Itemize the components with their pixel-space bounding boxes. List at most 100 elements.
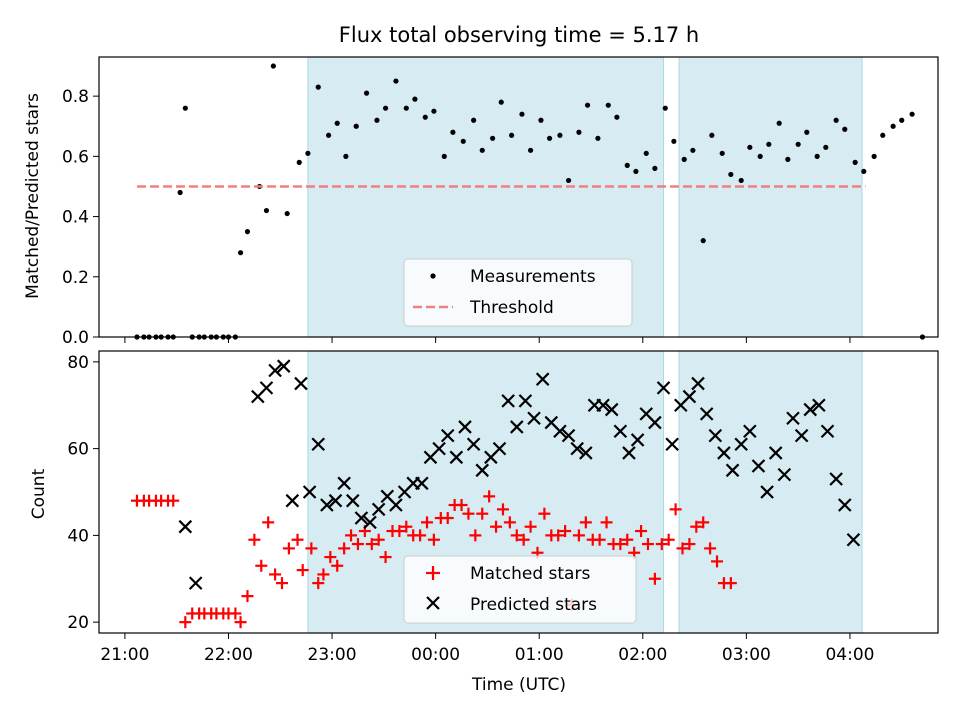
measurement-point xyxy=(393,78,399,84)
predicted-point-b xyxy=(553,424,567,439)
predicted-point xyxy=(302,485,317,499)
measurement-point xyxy=(237,250,244,256)
measurement-point xyxy=(842,126,848,132)
matched-point xyxy=(524,520,537,533)
measurement-point xyxy=(270,63,276,69)
predicted-point xyxy=(561,428,576,443)
bottom-y-tick-label: 40 xyxy=(67,526,89,546)
bottom-legend-box xyxy=(403,555,637,624)
matched-point xyxy=(400,520,413,533)
predicted-point xyxy=(613,424,628,439)
measurement-point xyxy=(899,117,905,123)
measurement-point xyxy=(804,129,810,135)
legend-matched-label: Matched stars xyxy=(470,564,590,584)
measurement-point xyxy=(441,153,447,159)
legend-predicted-marker xyxy=(426,596,440,610)
measurement-point xyxy=(671,138,677,144)
predicted-point-b xyxy=(518,394,533,408)
measurement-point xyxy=(614,114,620,120)
measurement-point xyxy=(431,108,437,114)
bottom-legend: Matched stars Predicted stars xyxy=(403,555,637,624)
x-tick-label: 22:00 xyxy=(204,645,253,665)
top-y-tick-label: 0.4 xyxy=(62,208,89,228)
matched-point xyxy=(572,529,585,542)
measurement-point xyxy=(363,90,370,96)
predicted-point-b xyxy=(311,437,326,452)
matched-point xyxy=(476,507,489,520)
predicted-point-b xyxy=(509,420,524,434)
measurement-point xyxy=(244,229,251,235)
matched-point xyxy=(262,516,275,529)
measurement-point xyxy=(353,123,359,129)
matched-point xyxy=(229,607,242,620)
measurement-point xyxy=(643,150,649,156)
matched-point xyxy=(600,516,613,529)
matched-point xyxy=(552,529,565,542)
measurement-point xyxy=(709,132,715,138)
matched-point xyxy=(317,568,330,581)
matched-point xyxy=(669,503,682,516)
predicted-point xyxy=(345,493,360,508)
measurement-point xyxy=(633,168,639,175)
predicted-point-b xyxy=(812,398,826,413)
predicted-point xyxy=(760,485,774,499)
predicted-point xyxy=(803,402,818,417)
predicted-point-b xyxy=(604,402,619,417)
bottom-y-tick-label: 80 xyxy=(67,353,89,373)
predicted-point xyxy=(259,381,274,395)
predicted-point-b xyxy=(492,441,507,456)
predicted-point xyxy=(846,532,861,547)
predicted-point xyxy=(466,437,481,452)
matched-point xyxy=(167,494,180,507)
predicted-point xyxy=(311,437,326,452)
predicted-point xyxy=(768,446,783,460)
predicted-point xyxy=(820,424,835,439)
measurement-point xyxy=(823,144,829,150)
predicted-point xyxy=(648,415,662,430)
matched-point xyxy=(704,542,717,555)
predicted-point-b xyxy=(639,407,654,421)
predicted-point-b xyxy=(786,411,800,426)
predicted-point xyxy=(371,502,386,517)
matched-point xyxy=(510,529,523,542)
measurement-point xyxy=(374,117,380,123)
matched-point xyxy=(248,533,261,546)
matched-point xyxy=(621,533,634,546)
predicted-point-b xyxy=(188,576,203,590)
matched-point xyxy=(441,512,454,525)
predicted-point-b xyxy=(415,476,429,491)
predicted-point-b xyxy=(440,428,455,443)
matched-point xyxy=(483,490,496,503)
measurement-point xyxy=(700,238,706,244)
predicted-point-b xyxy=(743,424,757,439)
matched-point xyxy=(291,533,304,546)
measurement-point xyxy=(284,210,290,217)
predicted-point-b xyxy=(699,407,714,421)
predicted-point xyxy=(708,428,723,443)
matched-point xyxy=(455,499,468,512)
predicted-point xyxy=(178,519,193,534)
matched-point xyxy=(179,616,192,629)
matched-point xyxy=(662,533,675,546)
predicted-point xyxy=(829,472,843,486)
predicted-point-b xyxy=(734,437,748,452)
matched-point xyxy=(379,551,392,564)
legend-measurements-label: Measurements xyxy=(470,267,596,287)
predicted-point-b xyxy=(622,446,636,460)
predicted-point-b xyxy=(837,498,852,512)
measurement-point xyxy=(508,132,515,138)
predicted-point-b xyxy=(579,446,593,460)
predicted-point xyxy=(501,394,515,408)
matched-point xyxy=(559,525,572,538)
measurement-point xyxy=(595,135,601,141)
measurement-point xyxy=(450,129,456,135)
measurement-point xyxy=(738,177,744,184)
predicted-point xyxy=(717,446,731,460)
legend-matched-marker xyxy=(426,566,440,580)
predicted-point-b xyxy=(544,415,559,430)
measurement-point xyxy=(538,117,544,123)
predicted-point xyxy=(363,515,377,530)
predicted-point-b xyxy=(449,450,464,465)
ratio-panel: 0.0 0.2 0.4 0.6 0.8 xyxy=(62,56,939,348)
legend-threshold-label: Threshold xyxy=(469,298,554,318)
